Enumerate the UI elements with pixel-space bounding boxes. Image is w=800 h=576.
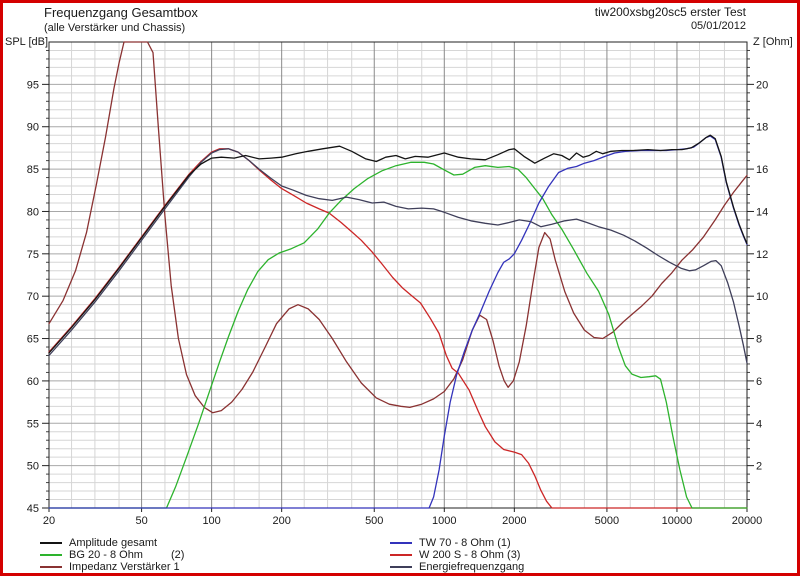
y-left-axis-title: SPL [dB]	[5, 36, 49, 48]
project-info: tiw200xsbg20sc5 erster Test 05/01/2012	[595, 5, 746, 32]
legend-left-column: Amplitude gesamt BG 20 - 8 Ohm (2) Impedanz…	[40, 537, 184, 573]
svg-text:45: 45	[27, 503, 39, 515]
svg-text:50: 50	[135, 515, 147, 527]
legend-line-swatch	[390, 554, 412, 556]
legend-label: Energiefrequenzgang	[419, 561, 525, 573]
svg-text:20: 20	[43, 515, 55, 527]
project-name: tiw200xsbg20sc5 erster Test	[594, 5, 746, 19]
svg-text:10: 10	[756, 291, 768, 303]
chart-title: Frequenzgang Gesamtbox	[44, 5, 198, 20]
y-right-axis-title: Z [Ohm]	[753, 36, 793, 48]
svg-text:8: 8	[756, 334, 762, 346]
svg-text:500: 500	[365, 515, 383, 527]
svg-text:50: 50	[27, 461, 39, 473]
svg-text:12: 12	[756, 249, 768, 261]
svg-text:75: 75	[27, 249, 39, 261]
svg-text:5000: 5000	[595, 515, 619, 527]
legend-label: TW 70 - 8 Ohm (1)	[419, 537, 511, 549]
legend-label: Amplitude gesamt	[69, 537, 158, 549]
svg-text:65: 65	[27, 334, 39, 346]
legend-line-swatch	[40, 554, 62, 556]
legend-label: BG 20 - 8 Ohm	[69, 549, 143, 561]
svg-text:100: 100	[202, 515, 220, 527]
svg-text:2000: 2000	[502, 515, 526, 527]
svg-text:4: 4	[756, 418, 762, 430]
curve-amplitude-gesamt	[48, 134, 748, 354]
legend-item: BG 20 - 8 Ohm (2)	[40, 549, 184, 561]
legend-line-swatch	[40, 566, 62, 568]
svg-text:6: 6	[756, 376, 762, 388]
svg-text:20: 20	[756, 79, 768, 91]
svg-text:1000: 1000	[432, 515, 456, 527]
svg-text:95: 95	[27, 79, 39, 91]
legend-label: Impedanz Verstärker 1	[69, 561, 180, 573]
grid	[49, 42, 747, 508]
curve-impedanz-verst-rker-1	[48, 41, 748, 414]
legend-item: Impedanz Verstärker 1	[40, 561, 184, 573]
legend-note: (2)	[170, 549, 185, 561]
legend-line-swatch	[390, 566, 412, 568]
legend-item: W 200 S - 8 Ohm (3)	[390, 549, 524, 561]
svg-text:10000: 10000	[662, 515, 693, 527]
curve-energiefrequenzgang	[48, 148, 748, 364]
legend-line-swatch	[40, 542, 62, 544]
svg-text:16: 16	[756, 164, 768, 176]
svg-text:90: 90	[27, 122, 39, 134]
svg-text:55: 55	[27, 418, 39, 430]
curves	[48, 41, 748, 509]
svg-text:14: 14	[756, 206, 768, 218]
svg-text:18: 18	[756, 122, 768, 134]
curve-w-200-s-8-ohm-3	[48, 148, 748, 509]
chart-subtitle: (alle Verstärker und Chassis)	[44, 22, 186, 34]
legend-item: Amplitude gesamt	[40, 537, 184, 549]
legend-line-swatch	[390, 542, 412, 544]
svg-text:2: 2	[756, 461, 762, 473]
svg-text:200: 200	[272, 515, 290, 527]
legend-label: W 200 S - 8 Ohm (3)	[419, 549, 521, 561]
svg-text:20000: 20000	[732, 515, 763, 527]
curve-tw-70-8-ohm-1	[48, 135, 748, 509]
curve-bg-20-8-ohm-2	[48, 161, 748, 509]
project-date: 05/01/2012	[690, 20, 746, 32]
svg-text:70: 70	[27, 291, 39, 303]
legend-item: TW 70 - 8 Ohm (1)	[390, 537, 524, 549]
svg-text:85: 85	[27, 164, 39, 176]
legend-right-column: TW 70 - 8 Ohm (1) W 200 S - 8 Ohm (3) Ener…	[390, 537, 524, 573]
legend-item: Energiefrequenzgang	[390, 561, 524, 573]
svg-text:60: 60	[27, 376, 39, 388]
svg-text:80: 80	[27, 206, 39, 218]
